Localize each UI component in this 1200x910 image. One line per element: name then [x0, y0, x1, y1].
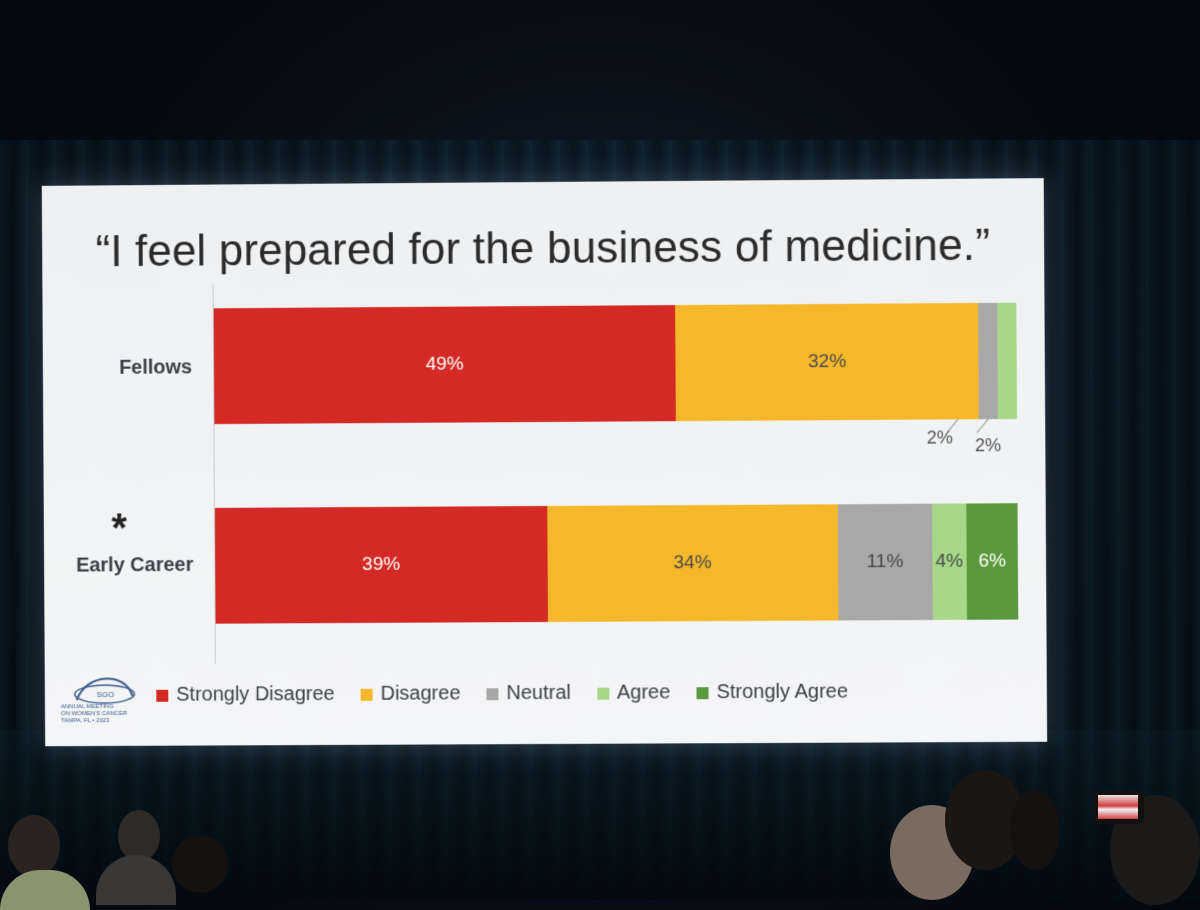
legend-item-neutral: Neutral [486, 682, 571, 705]
bar-segment-fellows-agree [997, 303, 1017, 419]
significance-asterisk: * [111, 506, 127, 551]
bar-early-career: 39% 34% 11% 4% 6% [215, 503, 1018, 623]
projection-screen: “I feel prepared for the business of med… [42, 178, 1047, 746]
logo-caption: ANNUAL MEETING ON WOMEN'S CANCER TAMPA, … [61, 704, 145, 725]
data-label-early-career-disagree: 34% [673, 552, 711, 574]
audience-head [172, 835, 228, 893]
chart-title: “I feel prepared for the business of med… [42, 220, 1044, 277]
data-label-early-career-strongly-disagree: 39% [362, 554, 400, 576]
logo-mark-text: SGO [97, 690, 115, 699]
legend-label: Disagree [380, 682, 460, 705]
legend-label: Strongly Agree [716, 681, 848, 705]
bar-segment-early-career-agree: 4% [932, 504, 967, 620]
legend-swatch [156, 689, 168, 701]
legend-item-strongly-disagree: Strongly Disagree [156, 683, 334, 707]
category-label-early-career: Early Career [44, 554, 193, 578]
legend-swatch [486, 688, 498, 700]
bar-segment-fellows-neutral [978, 303, 998, 419]
bar-segment-early-career-disagree: 34% [547, 504, 838, 622]
bar-segment-early-career-neutral: 11% [838, 504, 933, 621]
legend-swatch [696, 687, 708, 699]
data-label-fellows-disagree: 32% [808, 351, 846, 373]
audience-head [8, 815, 60, 877]
phone-screen [1098, 795, 1138, 819]
legend-item-strongly-agree: Strongly Agree [696, 681, 848, 705]
leader-line-agree [977, 419, 989, 434]
logo-caption-line: TAMPA, FL • 2023 [61, 718, 145, 725]
data-label-early-career-strongly-agree: 6% [978, 550, 1006, 572]
category-label-fellows: Fellows [43, 356, 192, 380]
data-label-early-career-agree: 4% [935, 551, 963, 573]
legend: Strongly Disagree Disagree Neutral Agree… [156, 681, 848, 707]
legend-item-agree: Agree [597, 681, 671, 704]
legend-label: Agree [617, 681, 671, 704]
legend-label: Strongly Disagree [176, 683, 335, 707]
data-label-fellows-strongly-disagree: 49% [426, 354, 464, 376]
bar-segment-fellows-strongly-disagree: 49% [214, 305, 676, 424]
legend-label: Neutral [506, 682, 571, 705]
legend-item-disagree: Disagree [361, 682, 461, 705]
bar-segment-early-career-strongly-agree: 6% [966, 503, 1018, 620]
data-label-early-career-neutral: 11% [867, 551, 904, 573]
bar-segment-early-career-strongly-disagree: 39% [215, 506, 548, 624]
bar-segment-fellows-disagree: 32% [675, 303, 979, 421]
bar-fellows: 49% 32% [214, 303, 1017, 424]
data-label-fellows-agree: 2% [975, 435, 1001, 456]
legend-swatch [597, 687, 609, 699]
data-label-fellows-neutral: 2% [927, 427, 953, 448]
audience-head [1010, 790, 1060, 870]
legend-swatch [361, 688, 373, 700]
